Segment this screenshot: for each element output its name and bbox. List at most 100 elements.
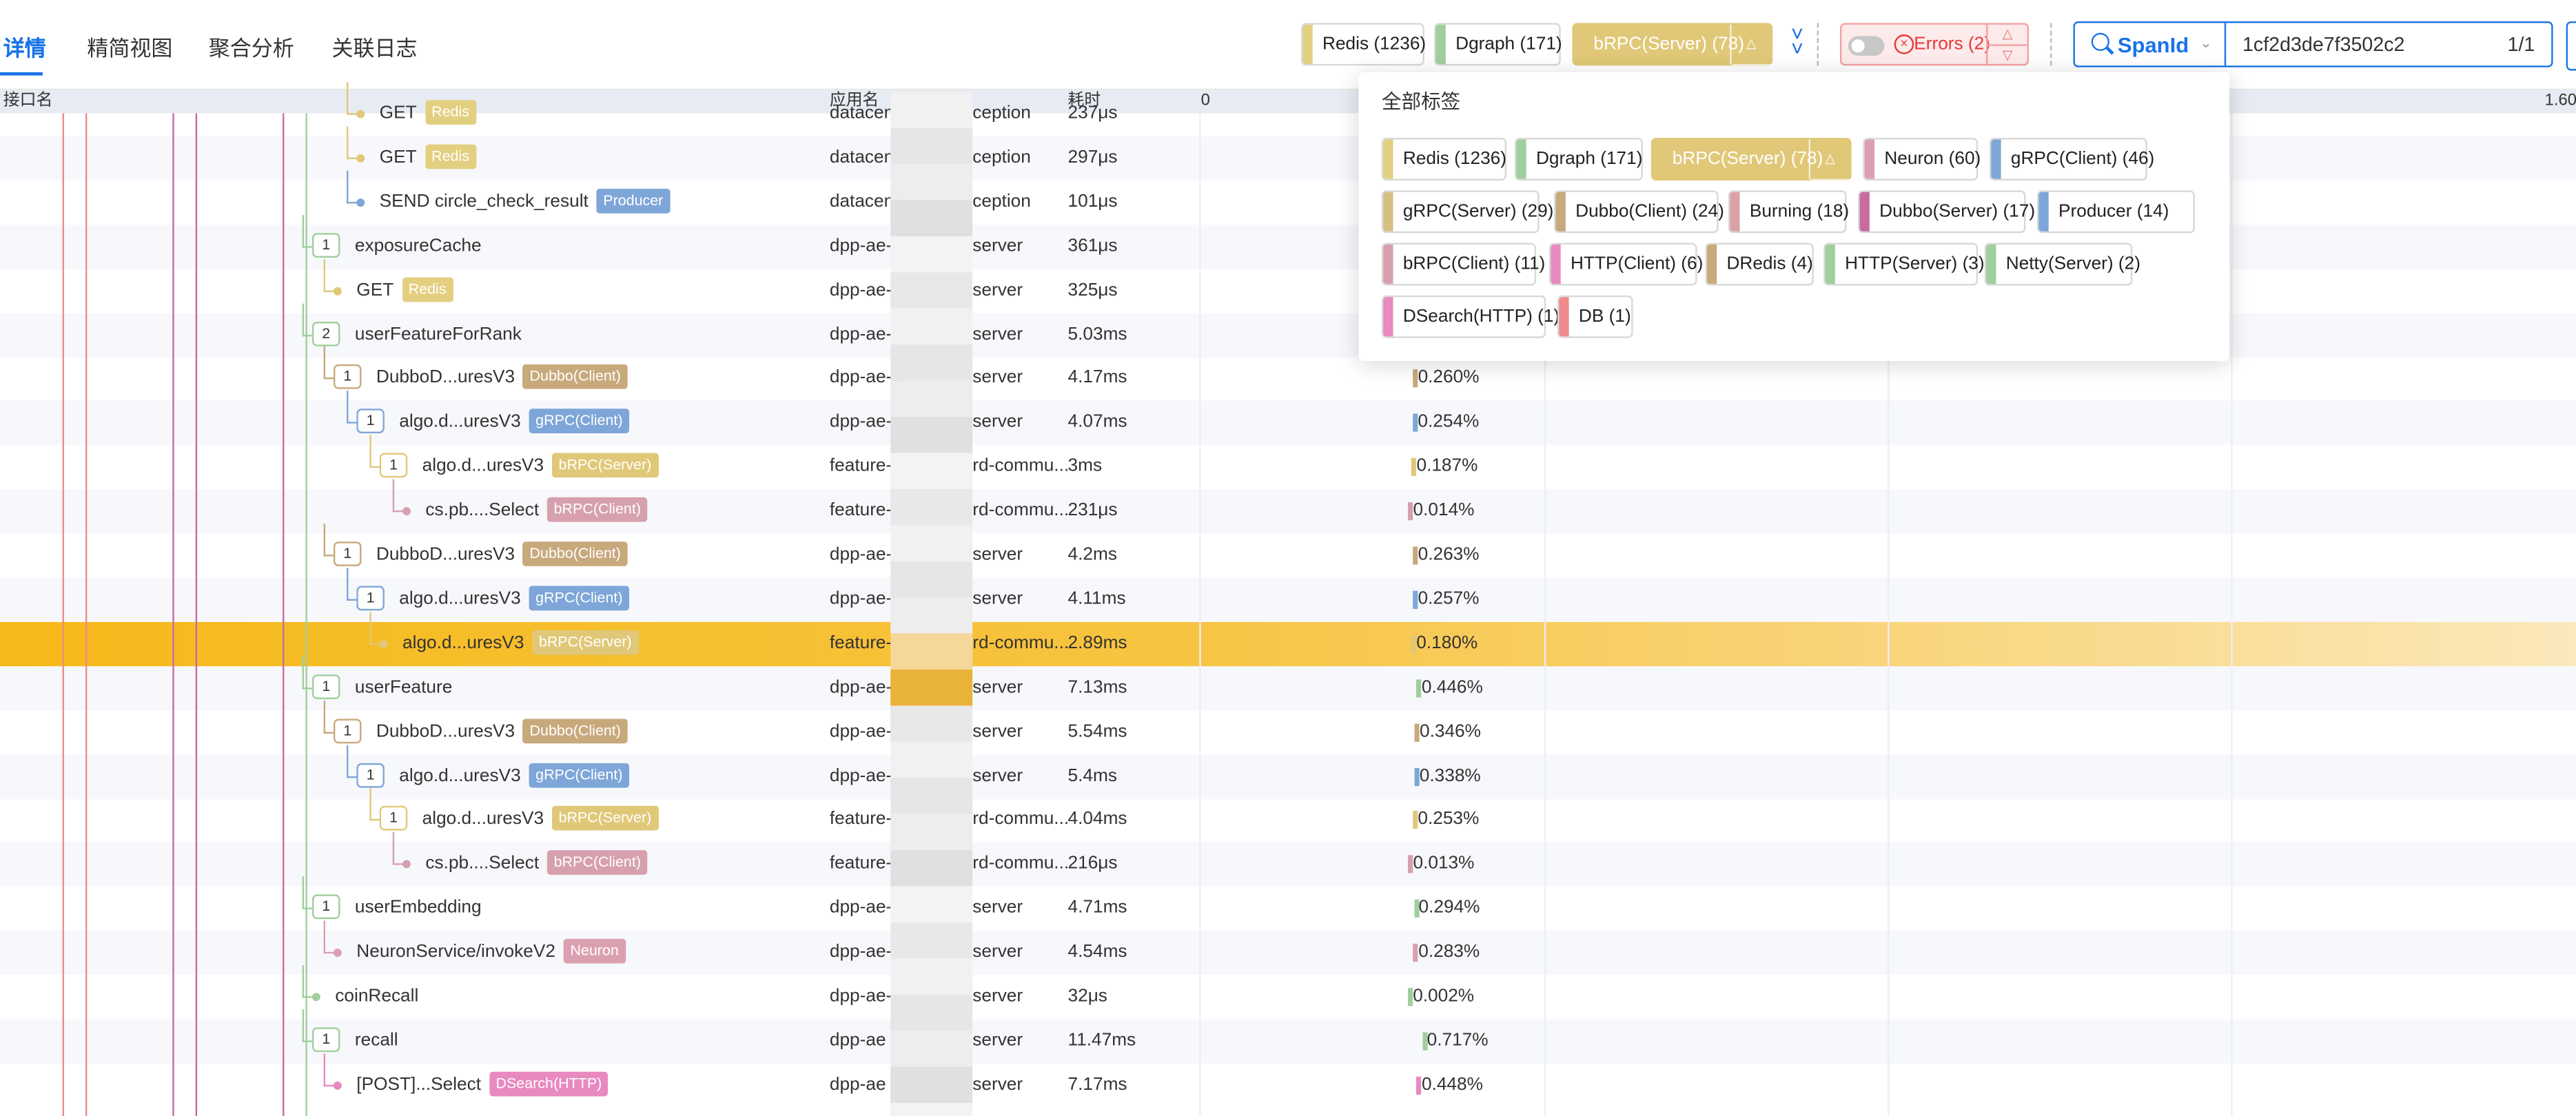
span-name[interactable]: algo.d...uresV3	[422, 809, 544, 830]
table-row[interactable]: 1 DubboD...uresV3 Dubbo(Client) dpp-ae-c ser…	[0, 700, 2576, 754]
table-row[interactable]: 1 userFeature dpp-ae-c server 7.13ms 0.446%	[0, 656, 2576, 710]
child-count-toggle[interactable]: 1	[356, 586, 385, 610]
span-name[interactable]: algo.d...uresV3	[399, 412, 521, 433]
chevron-down-icon[interactable]: ▽	[1987, 43, 2027, 64]
table-row[interactable]: 1 algo.d...uresV3 bRPC(Server) feature-p rd-…	[0, 435, 2576, 489]
span-name[interactable]: userEmbedding	[354, 898, 482, 918]
tag-option[interactable]: Netty(Server) (2)	[1984, 242, 2140, 286]
tag-option[interactable]: bRPC(Client) (11)	[1381, 242, 1545, 286]
duration-bar[interactable]	[1414, 767, 1420, 785]
child-count-toggle[interactable]: 1	[311, 232, 340, 258]
chevron-up-icon[interactable]: △	[2002, 26, 2013, 42]
tag-option[interactable]: HTTP(Client) (6)	[1549, 242, 1703, 286]
span-name[interactable]: recall	[354, 1030, 398, 1051]
table-row[interactable]: 1 algo.d...uresV3 gRPC(Client) dpp-ae-c serv…	[0, 744, 2576, 799]
duration-bar[interactable]	[1413, 414, 1418, 433]
tag-option[interactable]: Producer (14)	[2037, 190, 2195, 234]
span-name[interactable]: cs.pb....Select	[425, 500, 540, 521]
chevron-down-icon[interactable]: ⌄	[2200, 34, 2213, 51]
duration-bar[interactable]	[1411, 458, 1417, 477]
tab-detail[interactable]: 详情	[3, 36, 46, 61]
tag-option[interactable]: Dubbo(Server) (17)	[1858, 190, 2035, 234]
duration-bar[interactable]	[1416, 679, 1422, 697]
span-name[interactable]: cs.pb....Select	[425, 854, 540, 874]
tag-option[interactable]: DRedis (4)	[1705, 242, 1814, 286]
span-name[interactable]: algo.d...uresV3	[399, 589, 521, 609]
tag-option[interactable]: gRPC(Client) (46)	[1989, 138, 2154, 181]
tab-compact-view[interactable]: 精简视图	[87, 36, 173, 61]
table-row[interactable]: cs.pb....Select bRPC(Client) feature-p rd-c…	[0, 832, 2576, 887]
span-name[interactable]: exposureCache	[354, 236, 482, 256]
duration-bar[interactable]	[1413, 369, 1418, 389]
duration-bar[interactable]	[1408, 502, 1413, 521]
duration-bar[interactable]	[1414, 723, 1420, 741]
search-field-select[interactable]: SpanId	[2117, 32, 2189, 58]
tag-option[interactable]: Dgraph (171)	[1514, 138, 1643, 181]
tag-option[interactable]: Neuron (60)	[1863, 138, 1981, 181]
duration-bar[interactable]	[1422, 1032, 1427, 1051]
table-row[interactable]: 1 DubboD...uresV3 Dubbo(Client) dpp-ae-c ser…	[0, 347, 2576, 401]
span-name[interactable]: GET	[356, 280, 394, 300]
child-count-toggle[interactable]: 1	[379, 453, 408, 478]
duration-bar[interactable]	[1413, 590, 1418, 609]
table-row[interactable]: GET Redis dpp-ae-c server 325μs	[0, 258, 2576, 313]
duration-bar[interactable]	[1408, 855, 1413, 874]
table-row[interactable]: cs.pb....Select bRPC(Client) feature-p rd-c…	[0, 479, 2576, 534]
duration-bar[interactable]	[1413, 546, 1418, 565]
table-row[interactable]: GET Redis datacent ception 237μs	[0, 82, 2576, 136]
child-count-toggle[interactable]: 1	[333, 364, 362, 390]
table-row[interactable]: coinRecall dpp-ae-server 32μs 0.002%	[0, 964, 2576, 1019]
table-row[interactable]: 1 algo.d...uresV3 gRPC(Client) dpp-ae-c serv…	[0, 568, 2576, 622]
duration-bar[interactable]	[1413, 811, 1418, 830]
span-name[interactable]: DubboD...uresV3	[376, 544, 515, 565]
child-count-toggle[interactable]: 1	[379, 806, 408, 831]
tag-option[interactable]: DB (1)	[1557, 295, 1633, 338]
duration-bar[interactable]	[1413, 900, 1419, 918]
span-name[interactable]: SEND circle_check_result	[379, 192, 589, 211]
child-count-toggle[interactable]: 1	[356, 762, 385, 787]
child-count-toggle[interactable]: 1	[311, 894, 340, 920]
tab-aggregate-analysis[interactable]: 聚合分析	[208, 36, 294, 61]
span-name[interactable]: userFeature	[354, 677, 453, 697]
tag-option[interactable]: DSearch(HTTP) (1)	[1381, 295, 1560, 338]
span-name[interactable]: DubboD...uresV3	[376, 368, 515, 389]
span-name[interactable]: [POST]...Select	[356, 1074, 482, 1095]
duration-bar[interactable]	[1408, 988, 1413, 1006]
span-id-input[interactable]	[2239, 31, 2493, 58]
table-row[interactable]: NeuronService/invokeV2 Neuron dpp-ae-c serv…	[0, 920, 2576, 975]
span-name[interactable]: algo.d...uresV3	[399, 765, 521, 785]
child-count-toggle[interactable]: 1	[311, 1027, 340, 1052]
errors-toggle[interactable]	[1848, 36, 1885, 56]
table-row[interactable]: [POST]...Select DSearch(HTTP) dpp-ae server…	[0, 1053, 2576, 1107]
tag-option[interactable]: Redis (1236)	[1381, 138, 1507, 181]
chevrons-down-icon[interactable]: ˅ ˅	[1790, 21, 1804, 61]
span-name[interactable]: DubboD...uresV3	[376, 721, 515, 741]
child-count-toggle[interactable]: 1	[311, 674, 340, 699]
filter-chip-redis[interactable]: Redis (1236)	[1301, 23, 1426, 66]
duration-bar[interactable]	[1416, 1076, 1422, 1095]
table-row[interactable]: SEND circle_check_result Producer datacent…	[0, 170, 2576, 225]
table-row[interactable]: 1 recall dpp-ae server 11.47ms 0.717%	[0, 1009, 2576, 1064]
table-row[interactable]: 1 DubboD...uresV3 Dubbo(Client) dpp-ae-c ser…	[0, 523, 2576, 577]
chevron-up-icon[interactable]: △	[1746, 36, 1757, 51]
span-name[interactable]: userFeatureForRank	[354, 324, 522, 344]
span-name[interactable]: NeuronService/invokeV2	[356, 942, 555, 962]
filter-chip-dgraph[interactable]: Dgraph (171)	[1434, 23, 1562, 66]
span-name[interactable]: algo.d...uresV3	[422, 456, 544, 477]
table-row[interactable]: 1 algo.d...uresV3 bRPC(Server) feature-p rd-…	[0, 788, 2576, 843]
tag-option[interactable]: Dubbo(Client) (24)	[1554, 190, 1724, 234]
chevron-up-icon[interactable]: △	[1825, 151, 1836, 166]
table-row[interactable]: 1 algo.d...uresV3 gRPC(Client) dpp-ae-c serv…	[0, 391, 2576, 446]
tag-option[interactable]: gRPC(Server) (29)	[1381, 190, 1553, 234]
table-row[interactable]: 1 userEmbedding dpp-ae-c server 4.71ms 0.294%	[0, 876, 2576, 931]
child-count-toggle[interactable]: 2	[311, 320, 340, 346]
child-count-toggle[interactable]: 1	[333, 541, 362, 566]
child-count-toggle[interactable]: 1	[356, 409, 385, 434]
tag-option[interactable]: bRPC(Server) (78)△▽	[1650, 138, 1852, 207]
tab-related-logs[interactable]: 关联日志	[331, 36, 418, 61]
next-button[interactable]	[2566, 21, 2576, 71]
duration-bar[interactable]	[1413, 944, 1419, 962]
span-name[interactable]: GET	[379, 103, 417, 123]
span-name[interactable]: GET	[379, 147, 417, 167]
span-name[interactable]: algo.d...uresV3	[402, 633, 524, 653]
